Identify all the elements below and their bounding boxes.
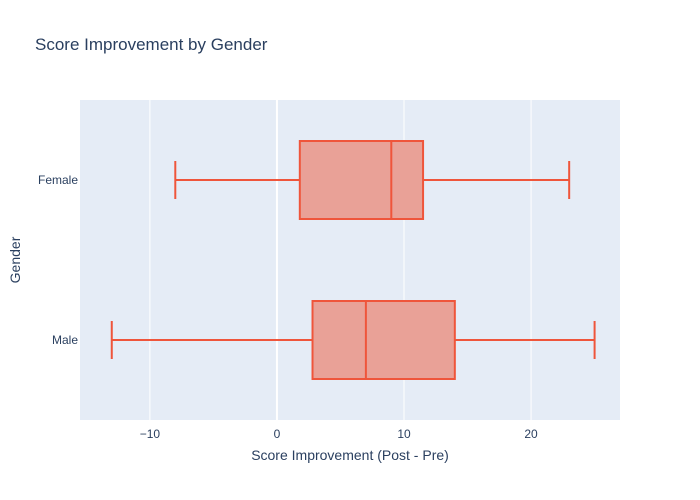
box-male	[110, 300, 596, 380]
x-tick-label: 20	[524, 427, 538, 441]
iqr-box	[311, 300, 456, 380]
chart-title: Score Improvement by Gender	[35, 35, 268, 54]
x-tick-label: −10	[140, 427, 161, 441]
y-tick-label: Male	[52, 333, 78, 347]
x-axis-ticks: −10 0 10 20	[140, 427, 538, 441]
x-axis-label: Score Improvement (Post - Pre)	[251, 447, 449, 463]
iqr-box	[298, 140, 425, 220]
box-series	[110, 140, 596, 380]
x-tick-label: 10	[397, 427, 411, 441]
y-axis-label: Gender	[7, 236, 23, 283]
x-tick-label: 0	[274, 427, 281, 441]
y-tick-label: Female	[38, 173, 78, 187]
y-axis-ticks: Female Male	[38, 173, 78, 347]
box-female	[174, 140, 571, 220]
